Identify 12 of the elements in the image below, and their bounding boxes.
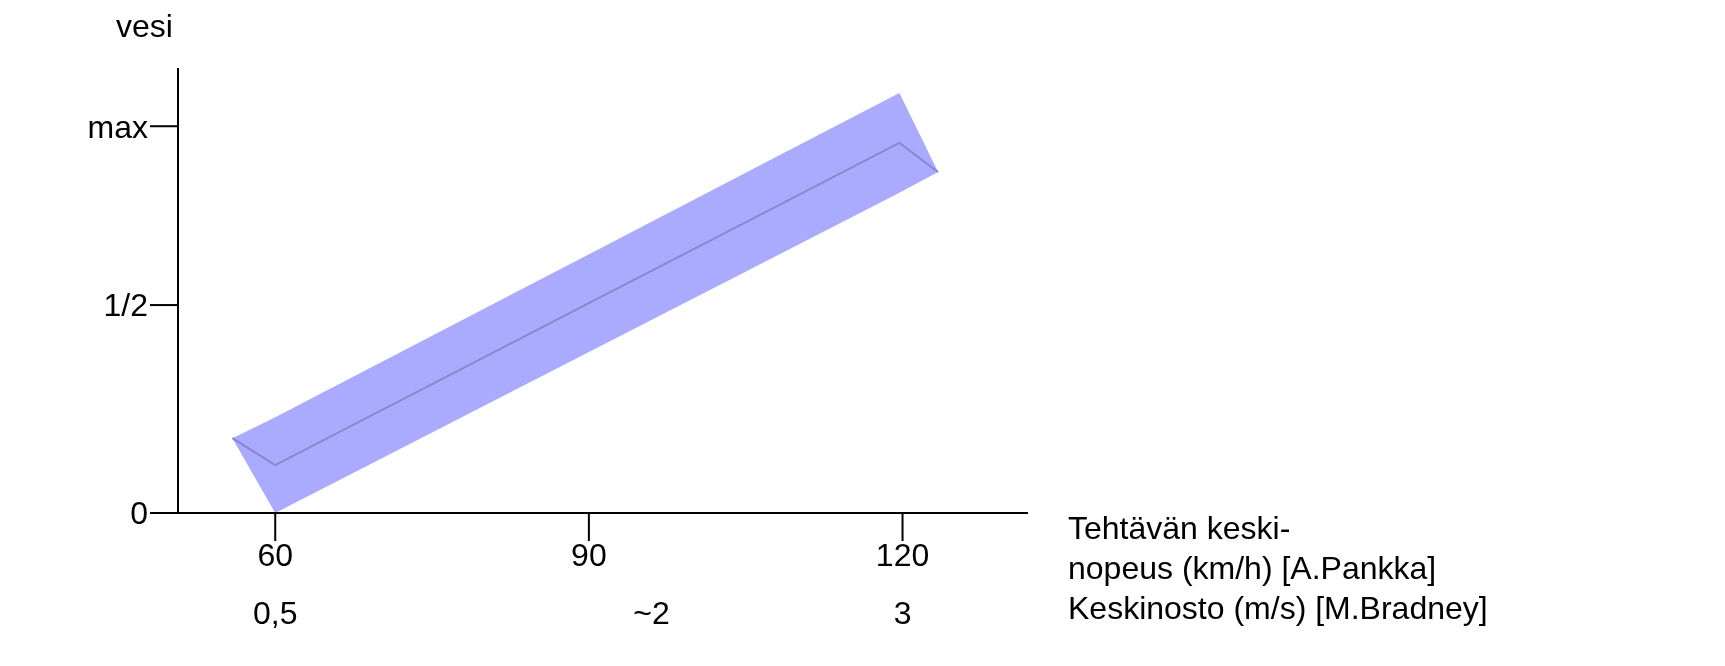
x-tick-label: 90 xyxy=(571,536,607,573)
y-tick-label: max xyxy=(87,108,148,145)
x-tick-label: 60 xyxy=(257,536,294,573)
y-tick-label: 1/2 xyxy=(103,287,148,324)
y-tick-label: 0 xyxy=(130,495,148,532)
x-tick-label: 120 xyxy=(875,536,930,573)
x2-tick-label: 3 xyxy=(893,594,912,631)
x2-axis-title: Keskinosto (m/s) [M.Bradney] xyxy=(1068,589,1488,628)
x2-tick-label: ~2 xyxy=(633,594,670,631)
x-axis-title: Tehtävän keski- nopeus (km/h) [A.Pankka] xyxy=(1068,509,1438,588)
y-axis-title: vesi xyxy=(116,8,173,45)
x2-tick-label: 0,5 xyxy=(252,594,298,631)
